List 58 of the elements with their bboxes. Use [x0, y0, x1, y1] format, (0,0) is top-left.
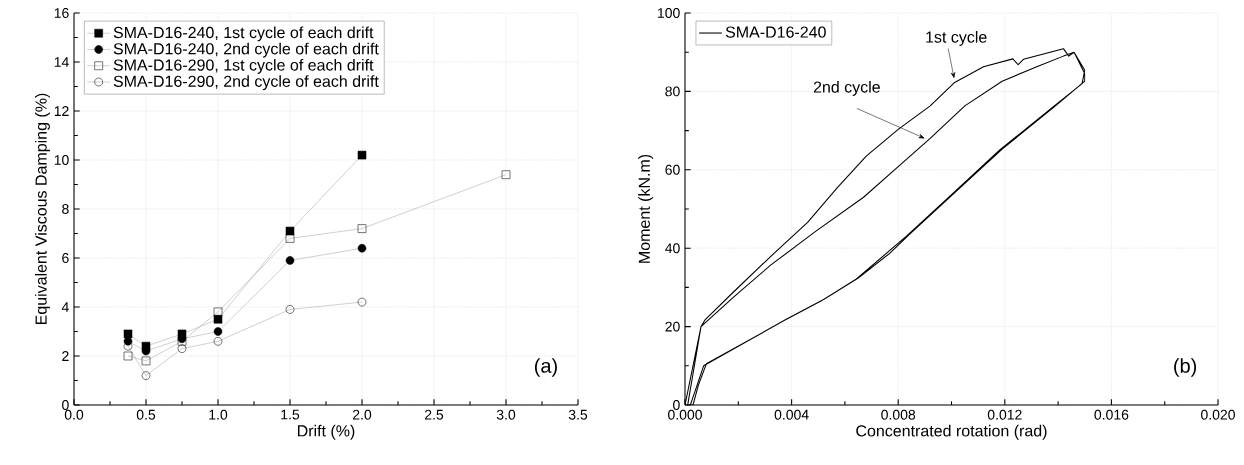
y-axis-title: Equivalent Viscous Damping (%): [35, 93, 50, 325]
point: [357, 297, 367, 307]
y-tick-label: 10: [54, 155, 69, 165]
point: [285, 256, 295, 265]
y-tick-label: 0: [673, 400, 680, 410]
x-tick-label: 0.020: [1201, 409, 1235, 420]
legend-label: SMA-D16-240: [725, 26, 826, 38]
y-axis-title: Moment (kN.m): [638, 154, 654, 263]
x-tick-label: 0.008: [881, 409, 916, 420]
point: [141, 356, 151, 366]
y-tick-label: 80: [665, 86, 680, 97]
x-tick-label: 0.012: [987, 409, 1022, 420]
point: [285, 234, 295, 243]
x-tick-label: 0.000: [668, 409, 702, 420]
y-tick-label: 0: [62, 400, 69, 410]
legend-label: SMA-D16-290, 1st cycle of each drift: [113, 58, 374, 74]
annotation: 1st cycle: [926, 31, 987, 46]
point: [501, 170, 511, 179]
x-axis-title: Concentrated rotation (rad): [856, 424, 1047, 440]
y-tick-label: 100: [658, 8, 680, 18]
annotation: (b): [1174, 358, 1197, 377]
x-tick-label: 3.5: [568, 409, 588, 420]
x-tick-label: 0.0: [64, 409, 84, 420]
legend-label: SMA-D16-240, 2nd cycle of each drift: [113, 42, 379, 58]
point: [213, 327, 223, 336]
x-tick-label: 0.004: [774, 409, 809, 420]
x-tick-label: 0.5: [136, 409, 156, 420]
y-tick-label: 6: [62, 253, 69, 263]
point: [357, 243, 367, 253]
annotation: 2nd cycle: [813, 80, 880, 96]
y-tick-label: 60: [665, 164, 680, 175]
x-tick-label: 1.5: [281, 409, 300, 420]
legend-label: SMA-D16-290, 2nd cycle of each drift: [113, 75, 379, 91]
point: [123, 351, 133, 361]
y-tick-label: 12: [54, 106, 69, 116]
y-tick-label: 2: [62, 351, 69, 361]
legend-label: SMA-D16-240, 1st cycle of each drift: [113, 26, 374, 42]
point: [357, 150, 367, 160]
annotation: (a): [534, 358, 557, 377]
y-tick-label: 40: [665, 243, 680, 254]
y-tick-label: 16: [54, 8, 69, 18]
y-tick-label: 8: [62, 204, 69, 214]
x-tick-label: 1.0: [209, 409, 228, 420]
point: [213, 337, 223, 346]
point: [285, 305, 295, 314]
point: [357, 224, 367, 233]
y-tick-label: 20: [665, 321, 680, 332]
x-tick-label: 0.016: [1094, 409, 1129, 420]
point: [123, 329, 133, 339]
point: [177, 344, 187, 353]
x-tick-label: 2.0: [352, 409, 372, 420]
x-tick-label: 3.0: [496, 409, 516, 420]
y-tick-label: 4: [61, 302, 69, 312]
x-axis-title: Drift (%): [298, 424, 355, 440]
point: [213, 307, 223, 317]
y-tick-label: 14: [54, 57, 69, 67]
point: [141, 371, 151, 380]
x-tick-label: 2.5: [424, 409, 444, 420]
